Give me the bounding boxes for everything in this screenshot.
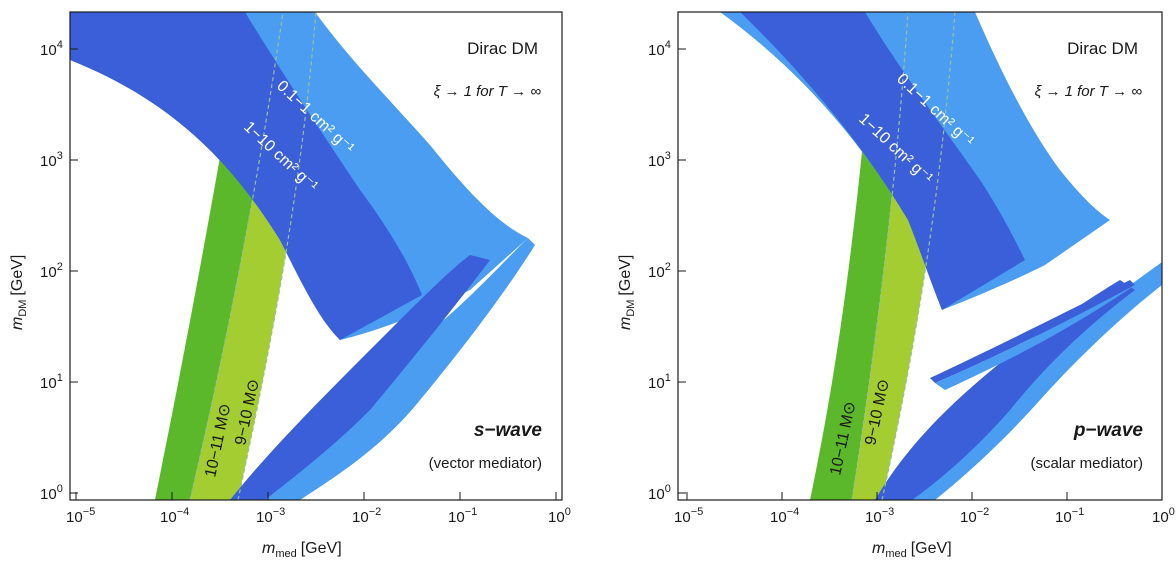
band-sigma-1-10-upper (740, 12, 1025, 310)
y-tick-label: 102 (648, 261, 671, 281)
boundary-dashed-2 (881, 12, 956, 500)
chart-title: Dirac DM (1067, 39, 1138, 58)
x-axis-title: mmed [GeV] (262, 540, 342, 560)
band-sigma-1-10-upper (70, 12, 422, 340)
bands (720, 12, 1162, 500)
band-sigma-mid-branch-light (935, 275, 1150, 390)
x-tick-label: 10−1 (1055, 506, 1084, 526)
x-tick-label: 10−4 (160, 506, 189, 526)
bands (70, 12, 535, 500)
band-sigma-1-10-lower (230, 255, 490, 500)
chart-panel-right: 10−5 10−4 10−3 10−2 10−1 100 100 101 102… (590, 0, 1176, 566)
chart-title: Dirac DM (467, 39, 538, 58)
boundary-dashed-2 (237, 12, 317, 500)
x-tick-label: 10−3 (865, 506, 894, 526)
x-tick-label: 10−4 (770, 506, 799, 526)
y-tick-label: 103 (648, 150, 671, 170)
chart-panel-left: 10−5 10−4 10−3 10−2 10−1 100 100 101 102… (0, 0, 586, 566)
boundary-dashed-1 (851, 12, 909, 500)
mediator-label: (vector mediator) (429, 455, 542, 472)
x-tick-label: 10−5 (674, 506, 703, 526)
chart-right-svg: 10−5 10−4 10−3 10−2 10−1 100 100 101 102… (617, 11, 1175, 560)
x-tick-label: 10−3 (256, 506, 285, 526)
chart-left-svg: 10−5 10−4 10−3 10−2 10−1 100 100 101 102… (9, 11, 571, 560)
y-tick-label: 101 (40, 372, 63, 392)
x-tick-label: 10−2 (352, 506, 381, 526)
y-axis-title: mDM[GeV] (9, 255, 29, 330)
y-tick-label: 104 (648, 39, 671, 59)
chart-subtitle: ξ → 1 for T → ∞ (1035, 83, 1143, 100)
wave-label: s−wave (474, 420, 543, 441)
band-sigma-1-10-lower (875, 280, 1135, 500)
y-ticks (70, 48, 78, 494)
x-tick-label: 10−1 (448, 506, 477, 526)
plot-frame (69, 11, 563, 501)
x-axis-title: mmed [GeV] (872, 540, 952, 560)
x-tick-label: 100 (1152, 506, 1175, 526)
y-tick-label: 100 (40, 483, 63, 503)
y-tick-label: 103 (40, 150, 63, 170)
band-sigma-mid-branch (930, 280, 1135, 383)
y-tick-label: 104 (40, 39, 63, 59)
x-tick-label: 10−2 (960, 506, 989, 526)
y-tick-label: 101 (648, 372, 671, 392)
wave-label: p−wave (1073, 420, 1144, 441)
x-ticks (686, 492, 1163, 500)
y-tick-label: 100 (648, 483, 671, 503)
y-tick-label: 102 (40, 261, 63, 281)
y-ticks (678, 48, 686, 494)
x-tick-label: 100 (548, 506, 571, 526)
x-tick-label: 10−5 (66, 506, 95, 526)
y-axis-title: mDM[GeV] (617, 255, 637, 330)
plot-frame (677, 11, 1163, 501)
boundary-dashed-1 (189, 12, 284, 500)
chart-subtitle: ξ → 1 for T → ∞ (434, 83, 542, 100)
mediator-label: (scalar mediator) (1030, 455, 1143, 472)
